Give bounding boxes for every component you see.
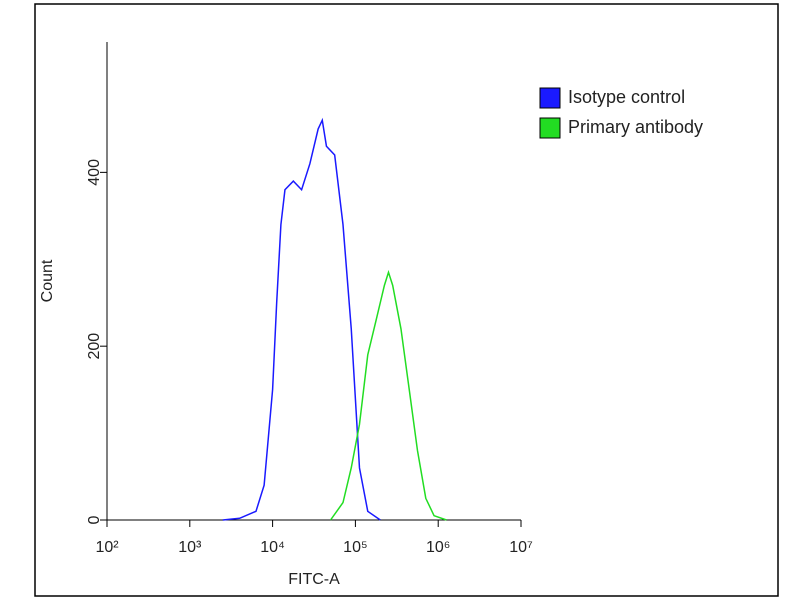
x-axis-label: FITC-A bbox=[288, 571, 340, 588]
legend-label: Primary antibody bbox=[568, 117, 703, 137]
y-tick-label: 200 bbox=[86, 333, 103, 360]
x-tick-label: 10⁴ bbox=[260, 539, 285, 556]
histogram-line bbox=[329, 269, 447, 521]
x-tick-label: 10⁵ bbox=[343, 539, 367, 556]
y-tick-label: 400 bbox=[86, 159, 103, 186]
x-tick-label: 10⁶ bbox=[426, 539, 450, 556]
legend-swatch bbox=[539, 117, 561, 139]
legend-swatch bbox=[539, 87, 561, 109]
y-axis-label: Count bbox=[39, 259, 56, 302]
x-tick-label: 10³ bbox=[178, 539, 202, 556]
histogram-line bbox=[222, 117, 381, 521]
x-tick-label: 10² bbox=[95, 539, 119, 556]
frame bbox=[34, 3, 779, 597]
x-tick-label: 10⁷ bbox=[509, 539, 533, 556]
legend-label: Isotype control bbox=[568, 87, 685, 107]
y-tick-label: 0 bbox=[86, 515, 103, 524]
